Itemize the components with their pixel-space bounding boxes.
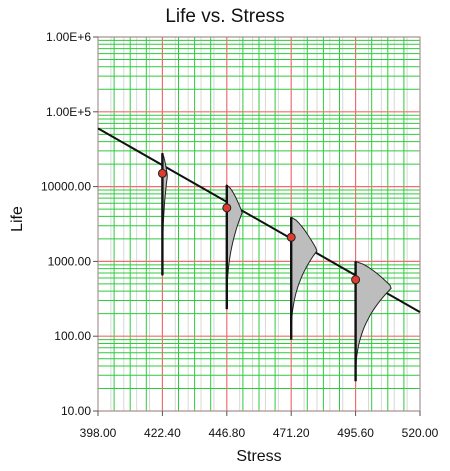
y-tick-label: 100.00	[54, 329, 91, 343]
x-tick-label: 471.20	[273, 426, 310, 440]
y-tick-label: 10000.00	[41, 180, 91, 194]
plot-frame	[97, 36, 421, 412]
x-tick-label: 446.80	[208, 426, 245, 440]
chart-title: Life vs. Stress	[165, 6, 285, 27]
x-tick-label: 520.00	[402, 426, 439, 440]
x-tick-label: 495.60	[337, 426, 374, 440]
data-point	[222, 203, 232, 213]
data-point	[286, 232, 296, 242]
y-tick-label: 1.00E+5	[46, 105, 91, 119]
x-tick-label: 422.40	[144, 426, 181, 440]
x-axis-label: Stress	[236, 448, 282, 465]
y-tick-label: 1000.00	[48, 254, 92, 268]
data-point	[351, 275, 361, 285]
y-tick-label: 10.00	[61, 404, 91, 418]
data-point	[157, 168, 167, 178]
y-tick-label: 1.00E+6	[46, 30, 91, 44]
x-tick-label: 398.00	[80, 426, 117, 440]
